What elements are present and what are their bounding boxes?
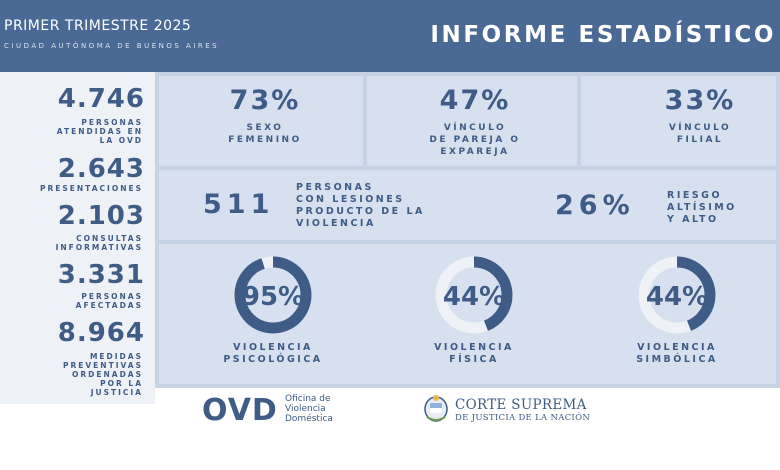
stat-consultations-value: 2.103 <box>57 201 145 231</box>
partner-pct: 47% <box>439 85 511 116</box>
cell-partner <box>367 76 577 166</box>
stat-presentations-value: 2.643 <box>57 154 145 184</box>
location-subtitle: CIUDAD AUTÓNOMA DE BUENOS AIRES <box>4 42 220 50</box>
ring-arc-physical <box>435 256 513 334</box>
cell-filial <box>581 76 776 166</box>
ring-value-physical: 44% <box>443 282 505 312</box>
ring-arc-psychological <box>234 256 312 334</box>
stat-measures-value: 8.964 <box>57 318 145 348</box>
court-seal-icon <box>424 395 448 422</box>
filial-pct: 33% <box>664 85 736 116</box>
partner-label: VÍNCULO DE PAREJA O EXPAREJA <box>429 123 521 157</box>
ring-value-symbolic: 44% <box>646 282 708 312</box>
stat-affected-value: 3.331 <box>57 260 145 290</box>
female-pct: 73% <box>229 85 301 116</box>
court-subtitle: DE JUSTICIA DE LA NACIÓN <box>455 413 591 423</box>
injuries-label: PERSONAS CON LESIONES PRODUCTO DE LA VIOLEN… <box>296 182 425 229</box>
ring-arc-symbolic <box>638 256 716 334</box>
stat-presentations-label: PRESENTACIONES <box>39 184 143 193</box>
ring-value-psychological: 95% <box>242 282 304 312</box>
risk-value: 26% <box>555 190 635 221</box>
stat-attended-label: PERSONAS ATENDIDAS EN LA OVD <box>56 118 143 145</box>
cell-female <box>159 76 363 166</box>
filial-label: VÍNCULO FILIAL <box>668 123 732 145</box>
ovd-name: Oficina de Violencia Doméstica <box>285 394 333 424</box>
report-title: INFORME ESTADÍSTICO <box>430 22 776 48</box>
court-name: CORTE SUPREMA <box>455 397 587 413</box>
stat-attended-value: 4.746 <box>57 84 145 114</box>
risk-label: RIESGO ALTÍSIMO Y ALTO <box>667 190 737 225</box>
ring-label-psychological: VIOLENCIA PSICOLÓGICA <box>223 342 323 365</box>
ring-label-symbolic: VIOLENCIA SIMBÓLICA <box>636 342 718 365</box>
stat-consultations-label: CONSULTAS INFORMATIVAS <box>55 234 143 252</box>
injuries-value: 511 <box>203 189 275 220</box>
ovd-logo: OVD <box>202 393 278 428</box>
footer <box>155 388 780 470</box>
header-banner: PRIMER TRIMESTRE 2025 CIUDAD AUTÓNOMA DE… <box>0 0 780 72</box>
cell-injuries-risk <box>159 170 776 240</box>
female-label: SEXO FEMENINO <box>228 123 302 145</box>
ring-label-physical: VIOLENCIA FÍSICA <box>434 342 514 365</box>
stat-measures-label: MEDIDAS PREVENTIVAS ORDENADAS POR LA JUSTICI… <box>62 352 143 397</box>
left-stats-column: 4.746 PERSONAS ATENDIDAS EN LA OVD 2.643 P… <box>0 72 155 404</box>
period-title: PRIMER TRIMESTRE 2025 <box>4 18 192 34</box>
rings-svg: 95% 44% 44% <box>234 256 716 334</box>
stat-affected-label: PERSONAS AFECTADAS <box>75 292 143 310</box>
